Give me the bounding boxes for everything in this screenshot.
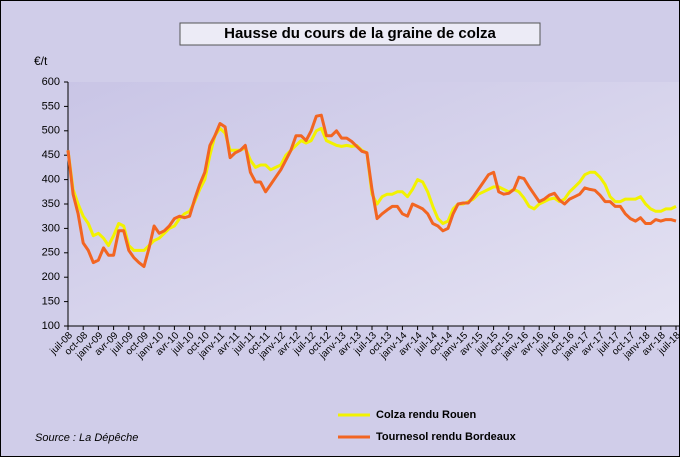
y-tick-label: 550 — [42, 100, 60, 112]
y-tick-label: 600 — [42, 76, 60, 88]
y-tick-label: 300 — [42, 222, 60, 234]
y-tick-label: 400 — [42, 174, 60, 186]
series-line — [66, 113, 677, 268]
y-tick-label: 450 — [42, 149, 60, 161]
y-tick-label: 150 — [42, 296, 60, 308]
y-tick-label: 100 — [42, 320, 60, 332]
y-axis-label: €/t — [34, 54, 48, 68]
legend-label: Tournesol rendu Bordeaux — [376, 431, 517, 443]
legend-label: Colza rendu Rouen — [376, 409, 477, 421]
chart-title: Hausse du cours de la graine de colza — [224, 25, 496, 42]
source: Source : La Dépêche — [35, 432, 138, 444]
y-tick-label: 350 — [42, 198, 60, 210]
title-box — [179, 22, 541, 46]
y-tick-label: 250 — [42, 247, 60, 259]
y-tick-label: 500 — [42, 125, 60, 137]
y-tick-label: 200 — [42, 271, 60, 283]
